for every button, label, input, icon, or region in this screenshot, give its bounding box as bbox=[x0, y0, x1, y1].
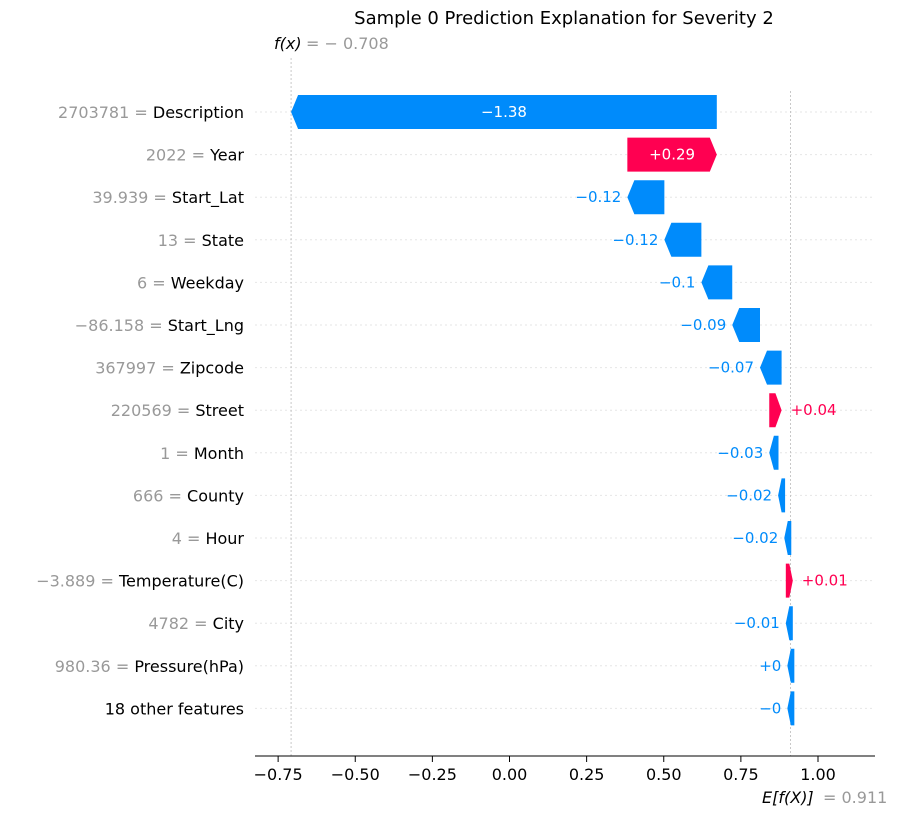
feature-value: 2703781 = bbox=[58, 103, 153, 122]
x-tick-label: −0.50 bbox=[331, 765, 380, 784]
bar-value-label: +0.29 bbox=[649, 146, 695, 164]
x-tick-label: 0.50 bbox=[646, 765, 682, 784]
feature-value: 980.36 = bbox=[55, 657, 135, 676]
feature-name: Pressure(hPa) bbox=[134, 657, 244, 676]
feature-name: Weekday bbox=[171, 273, 244, 292]
feature-label: 2703781 = Description bbox=[58, 103, 244, 122]
feature-value: 1 = bbox=[160, 444, 194, 463]
x-tick-label: 1.00 bbox=[800, 765, 836, 784]
bar-value-label: −0 bbox=[759, 699, 781, 717]
feature-label: 4782 = City bbox=[148, 614, 244, 633]
feature-label: 666 = County bbox=[133, 486, 244, 505]
feature-label: 13 = State bbox=[158, 231, 244, 250]
feature-name: Hour bbox=[205, 529, 244, 548]
base-label: E[f(X)] bbox=[762, 788, 814, 807]
feature-value: −86.158 = bbox=[75, 316, 168, 335]
feature-label: 980.36 = Pressure(hPa) bbox=[55, 657, 244, 676]
feature-name: Zipcode bbox=[180, 359, 244, 378]
x-tick-label: 0.25 bbox=[569, 765, 605, 784]
bar-negative bbox=[769, 435, 779, 470]
feature-label: 6 = Weekday bbox=[137, 273, 244, 292]
bar-value-label: −0.1 bbox=[659, 273, 695, 291]
feature-label: 1 = Month bbox=[160, 444, 244, 463]
bar-value-label: +0.01 bbox=[802, 572, 848, 590]
x-axis: −0.75 −0.50 −0.25 0.00 0.25 0.50 0.75 1.00 bbox=[254, 755, 875, 784]
bar-negative bbox=[701, 265, 733, 300]
bar-value-label: +0.04 bbox=[791, 401, 837, 419]
feature-value: 666 = bbox=[133, 486, 187, 505]
feature-value: 13 = bbox=[158, 231, 202, 250]
feature-name: Street bbox=[195, 401, 244, 420]
feature-label: 2022 = Year bbox=[146, 146, 245, 165]
bar-negative bbox=[787, 648, 795, 683]
bar-negative bbox=[778, 478, 786, 513]
feature-value: 367997 = bbox=[95, 359, 180, 378]
bar-value-label: −0.01 bbox=[734, 614, 780, 632]
feature-name: Temperature(C) bbox=[118, 572, 244, 591]
feature-value: 39.939 = bbox=[92, 188, 172, 207]
bar-positive bbox=[785, 563, 793, 598]
feature-name: City bbox=[213, 614, 244, 633]
feature-name: Description bbox=[153, 103, 244, 122]
bar-negative bbox=[664, 222, 702, 257]
bar-value-label: −0.12 bbox=[575, 188, 621, 206]
feature-label: 367997 = Zipcode bbox=[95, 359, 244, 378]
x-tick-label: 0.75 bbox=[723, 765, 759, 784]
base-footer: E[f(X)] = 0.911 bbox=[762, 788, 887, 807]
feature-value: 4782 = bbox=[148, 614, 212, 633]
feature-name: County bbox=[187, 486, 244, 505]
feature-value: 220569 = bbox=[111, 401, 196, 420]
fx-header: f(x) = − 0.708 bbox=[274, 34, 389, 53]
bar-negative bbox=[732, 308, 761, 342]
chart-title: Sample 0 Prediction Explanation for Seve… bbox=[354, 8, 774, 29]
feature-labels: 2703781 = Description −1.38 2022 = Year +0.… bbox=[36, 103, 848, 718]
bar-negative bbox=[784, 521, 792, 555]
feature-name: Year bbox=[209, 146, 244, 165]
bar-negative bbox=[291, 95, 717, 129]
bar-negative bbox=[760, 350, 782, 385]
feature-label: 220569 = Street bbox=[111, 401, 244, 420]
bar-value-label: −0.09 bbox=[680, 316, 726, 334]
bar-negative bbox=[787, 691, 795, 726]
bar-negative bbox=[785, 606, 793, 641]
fx-value: = − 0.708 bbox=[306, 34, 389, 53]
bar-value-label: +0 bbox=[759, 657, 781, 675]
bar-value-label: −0.03 bbox=[717, 444, 763, 462]
feature-name: State bbox=[202, 231, 244, 250]
feature-label: −3.889 = Temperature(C) bbox=[36, 572, 244, 591]
feature-label: 18 other features bbox=[105, 699, 244, 718]
feature-name: Month bbox=[194, 444, 244, 463]
bar-value-label: −0.02 bbox=[732, 529, 778, 547]
bar-positive bbox=[627, 137, 717, 172]
feature-name: 18 other features bbox=[105, 699, 244, 718]
row-grid bbox=[255, 111, 875, 709]
bar-value-label: −0.02 bbox=[726, 486, 772, 504]
feature-value: 6 = bbox=[137, 273, 171, 292]
bars bbox=[291, 95, 795, 726]
bar-value-label: −0.12 bbox=[612, 231, 658, 249]
bar-value-label: −1.38 bbox=[481, 103, 527, 121]
feature-value: 4 = bbox=[172, 529, 206, 548]
reference-lines bbox=[290, 58, 791, 756]
feature-label: 4 = Hour bbox=[172, 529, 245, 548]
feature-name: Start_Lat bbox=[172, 188, 244, 208]
bar-positive bbox=[769, 393, 782, 428]
bar-value-label: −0.07 bbox=[708, 359, 754, 377]
fx-label: f(x) bbox=[274, 34, 302, 53]
feature-value: 2022 = bbox=[146, 146, 210, 165]
bar-negative bbox=[627, 180, 665, 215]
feature-label: 39.939 = Start_Lat bbox=[92, 188, 244, 208]
base-value: = 0.911 bbox=[823, 788, 887, 807]
feature-label: −86.158 = Start_Lng bbox=[75, 316, 244, 336]
feature-name: Start_Lng bbox=[168, 316, 244, 336]
x-tick-label: 0.00 bbox=[492, 765, 528, 784]
x-tick-label: −0.75 bbox=[254, 765, 303, 784]
x-tick-label: −0.25 bbox=[408, 765, 457, 784]
feature-value: −3.889 = bbox=[36, 572, 119, 591]
